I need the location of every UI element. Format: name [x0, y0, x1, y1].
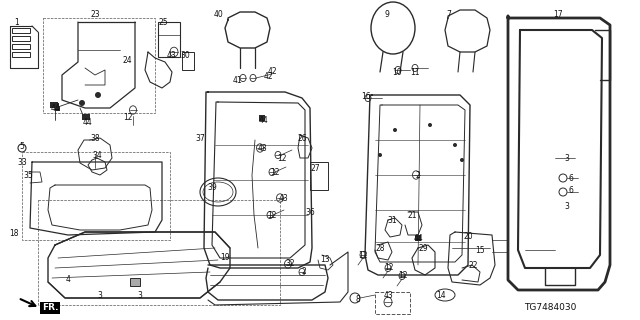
Text: 43: 43: [383, 292, 393, 300]
Bar: [259, 115, 265, 121]
Text: 22: 22: [468, 261, 477, 270]
Text: 12: 12: [384, 263, 394, 273]
Text: 43: 43: [278, 194, 288, 203]
Bar: [310, 162, 328, 190]
Text: FR.: FR.: [42, 303, 58, 313]
Text: 37: 37: [195, 133, 205, 142]
Ellipse shape: [428, 123, 432, 127]
Text: TG7484030: TG7484030: [524, 303, 576, 313]
Text: 3: 3: [564, 202, 570, 211]
Text: 29: 29: [418, 244, 428, 252]
Bar: [12, 52, 30, 57]
Text: 24: 24: [122, 55, 132, 65]
Text: 38: 38: [90, 133, 100, 142]
Text: 31: 31: [387, 215, 397, 225]
Text: 43: 43: [257, 143, 267, 153]
Bar: [182, 52, 194, 70]
Text: 16: 16: [361, 92, 371, 100]
Text: 35: 35: [23, 171, 33, 180]
Bar: [415, 235, 421, 241]
Text: 1: 1: [15, 18, 19, 27]
Ellipse shape: [453, 143, 457, 147]
Text: 36: 36: [305, 207, 315, 217]
Bar: [50, 102, 58, 108]
Text: 12: 12: [268, 211, 276, 220]
Ellipse shape: [393, 128, 397, 132]
Text: 27: 27: [310, 164, 320, 172]
Text: 18: 18: [9, 228, 19, 237]
Text: 3: 3: [97, 291, 102, 300]
Text: 12: 12: [277, 154, 287, 163]
Text: 43: 43: [166, 51, 176, 60]
Text: 39: 39: [207, 182, 217, 191]
Text: 4: 4: [65, 275, 70, 284]
Bar: [22, 152, 170, 240]
Text: 6: 6: [568, 186, 573, 195]
Bar: [12, 44, 30, 49]
Text: 2: 2: [415, 171, 420, 180]
Bar: [54, 106, 60, 110]
Text: 5: 5: [20, 141, 24, 150]
Ellipse shape: [79, 100, 85, 106]
Text: 21: 21: [407, 211, 417, 220]
Text: 44: 44: [413, 234, 423, 243]
Bar: [82, 114, 90, 120]
Text: 7: 7: [447, 10, 451, 19]
Text: 6: 6: [568, 173, 573, 182]
Text: 25: 25: [158, 18, 168, 27]
Bar: [43, 18, 155, 113]
Text: 12: 12: [398, 271, 408, 281]
Bar: [375, 292, 410, 314]
Text: 42: 42: [267, 67, 277, 76]
Text: 12: 12: [270, 167, 280, 177]
Text: 34: 34: [92, 150, 102, 159]
Text: 23: 23: [90, 10, 100, 19]
Text: 32: 32: [285, 260, 295, 268]
Text: 14: 14: [436, 291, 446, 300]
Text: 44: 44: [258, 116, 268, 124]
Bar: [55, 103, 59, 107]
Text: 19: 19: [220, 253, 230, 262]
Text: 42: 42: [263, 71, 273, 81]
Text: 15: 15: [475, 245, 485, 254]
Text: 17: 17: [553, 10, 563, 19]
Text: 40: 40: [213, 10, 223, 19]
Text: 8: 8: [356, 295, 360, 305]
Bar: [12, 28, 30, 33]
Text: 3: 3: [564, 154, 570, 163]
Ellipse shape: [95, 92, 101, 98]
Text: 12: 12: [124, 113, 132, 122]
Text: 3: 3: [138, 291, 143, 300]
Text: 28: 28: [375, 244, 385, 252]
Text: 44: 44: [50, 103, 60, 113]
Text: 33: 33: [17, 157, 27, 166]
Text: 20: 20: [463, 231, 473, 241]
Text: 13: 13: [320, 255, 330, 265]
Text: 10: 10: [392, 68, 402, 76]
Ellipse shape: [55, 103, 59, 107]
Bar: [38, 200, 280, 305]
Ellipse shape: [460, 158, 464, 162]
Text: 41: 41: [232, 76, 242, 84]
Bar: [86, 116, 90, 120]
Ellipse shape: [378, 153, 382, 157]
Text: 11: 11: [410, 68, 420, 76]
Bar: [158, 22, 180, 57]
Text: 26: 26: [297, 133, 307, 142]
Bar: [130, 278, 140, 286]
Text: 9: 9: [385, 10, 389, 19]
Text: 44: 44: [82, 117, 92, 126]
Text: 12: 12: [358, 252, 368, 260]
Text: 30: 30: [180, 51, 190, 60]
Bar: [12, 36, 30, 41]
Text: 2: 2: [301, 268, 307, 276]
